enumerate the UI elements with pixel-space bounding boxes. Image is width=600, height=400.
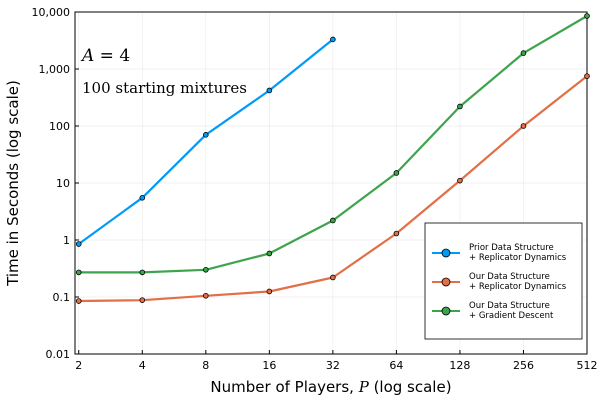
data-point: [584, 73, 590, 79]
x-tick-label: 8: [202, 359, 209, 372]
y-tick-label: 1,000: [39, 63, 71, 76]
x-tick-label: 16: [262, 359, 276, 372]
y-axis-label: Time in Seconds (log scale): [4, 80, 22, 287]
legend-label: Our Data Structure: [469, 272, 550, 282]
x-tick-label: 64: [389, 359, 403, 372]
y-tick-label: 100: [49, 120, 70, 133]
data-point: [266, 87, 273, 94]
data-point: [457, 103, 463, 110]
data-point: [520, 50, 527, 56]
x-tick-label: 4: [139, 359, 146, 372]
x-tick-label: 256: [513, 359, 534, 372]
data-point: [520, 123, 527, 129]
x-tick-label: 2: [75, 359, 82, 372]
x-tick-label: 128: [449, 359, 470, 372]
y-tick-label: 10: [56, 177, 70, 190]
data-point: [75, 269, 82, 276]
data-point: [139, 269, 146, 276]
data-point: [393, 230, 400, 237]
legend-label: Our Data Structure: [469, 301, 550, 311]
x-tick-label: 512: [577, 359, 598, 372]
x-axis: 2 4 8 16 32 64 128 256 512: [75, 350, 598, 372]
annotation-a-value: A = 4: [80, 46, 130, 66]
annotation-starting-mixtures: 100 starting mixtures: [82, 79, 247, 97]
legend-swatch-marker: [441, 306, 451, 316]
data-point: [75, 298, 82, 304]
data-point: [266, 250, 273, 257]
data-point: [266, 288, 273, 295]
data-point: [457, 177, 463, 184]
data-point: [330, 217, 336, 224]
data-point: [203, 132, 209, 138]
series-3: [75, 13, 590, 276]
y-tick-label: 0.01: [46, 348, 71, 361]
grid: [75, 11, 588, 355]
data-point: [139, 297, 146, 303]
y-tick-label: 1: [63, 234, 70, 247]
legend-swatch-marker: [441, 248, 451, 258]
data-point: [330, 274, 336, 281]
series-2: [75, 73, 590, 304]
data-point: [203, 292, 209, 299]
x-axis-label: Number of Players, P (log scale): [210, 378, 451, 396]
data-point: [203, 267, 209, 273]
legend: Prior Data Structure+ Replicator Dynamic…: [424, 222, 583, 340]
series-group: [75, 13, 590, 304]
legend-label: Prior Data Structure: [469, 243, 554, 253]
data-point: [75, 241, 82, 247]
series-1: [75, 36, 336, 247]
y-tick-label: 10,000: [32, 6, 71, 19]
data-point: [393, 170, 400, 176]
legend-swatch-marker: [441, 277, 451, 287]
data-point: [584, 13, 590, 19]
legend-label: + Replicator Dynamics: [469, 282, 567, 292]
data-point: [330, 36, 336, 43]
x-tick-label: 32: [326, 359, 340, 372]
legend-label: + Replicator Dynamics: [469, 253, 567, 263]
y-tick-label: 0.1: [53, 291, 71, 304]
legend-label: + Gradient Descent: [469, 311, 554, 321]
data-point: [139, 194, 146, 201]
y-axis: 0.01 0.1 1 10 100 1,000 10,000: [32, 6, 79, 361]
